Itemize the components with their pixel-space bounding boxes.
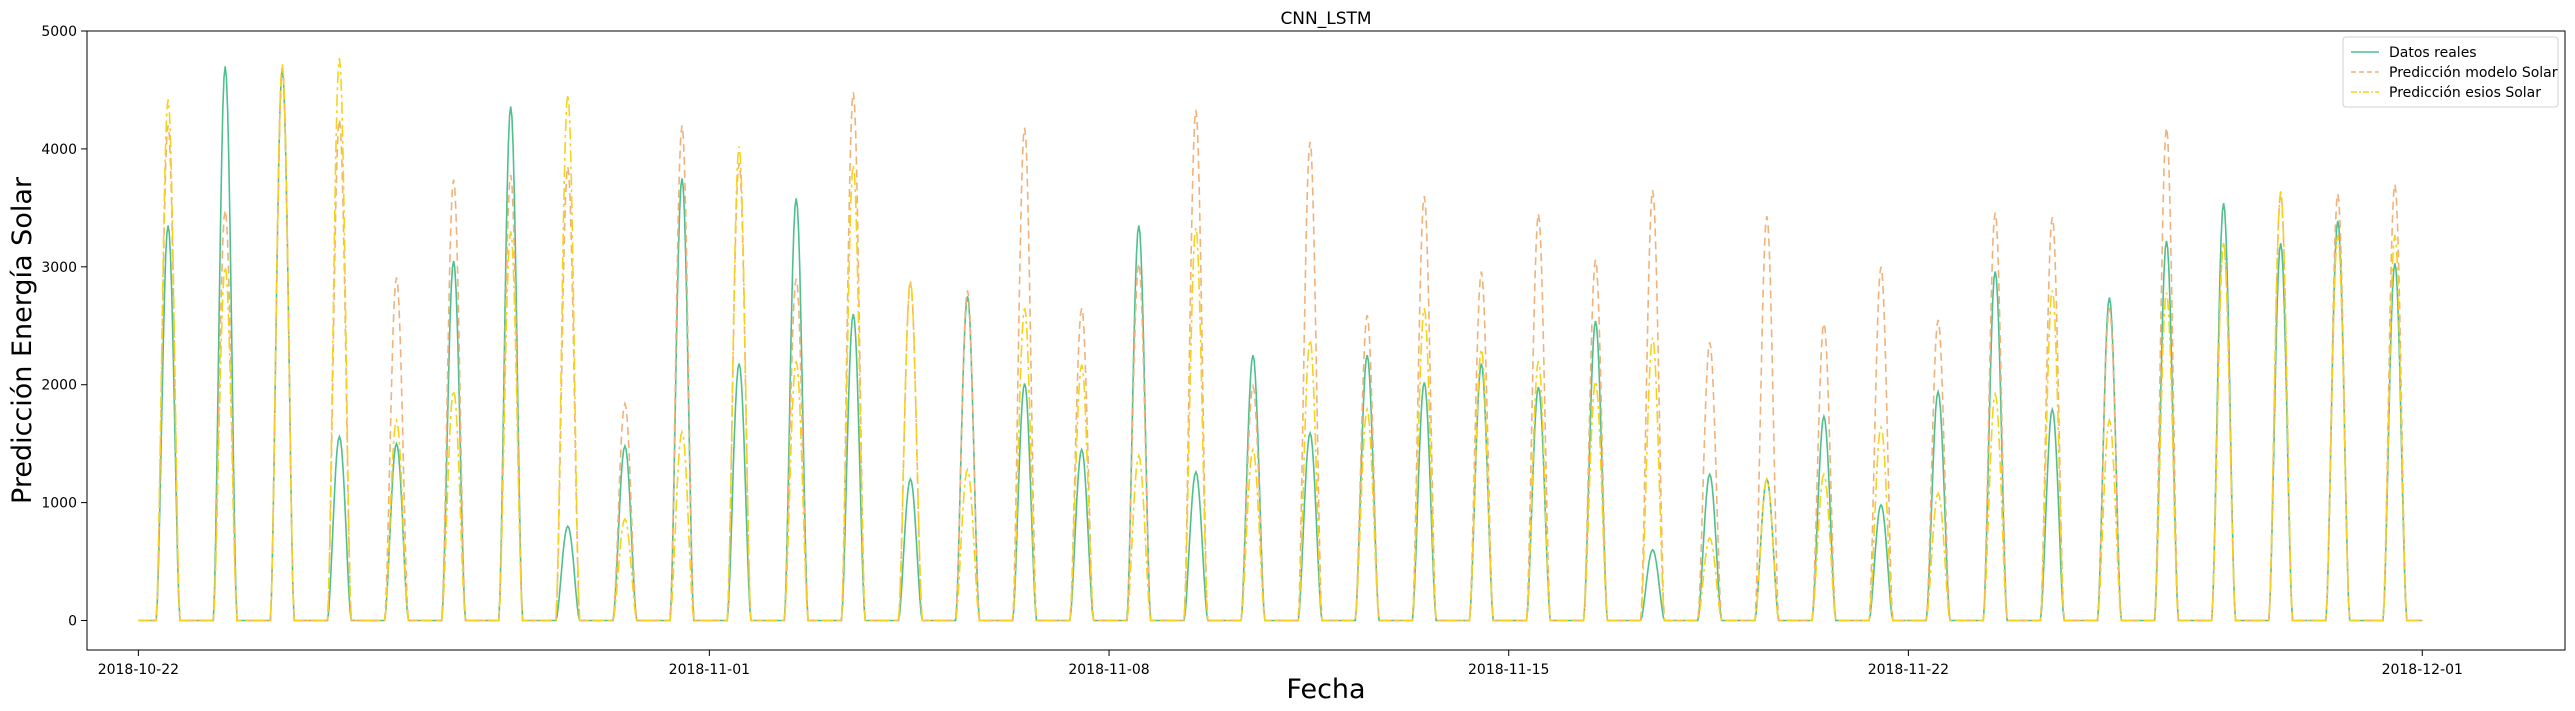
- x-tick-label: 2018-11-01: [669, 662, 750, 678]
- legend-box: [2342, 36, 2559, 108]
- x-tick-label: 2018-11-15: [1468, 662, 1549, 678]
- x-axis-label: Fecha: [1286, 674, 1365, 705]
- x-tick-label: 2018-10-22: [98, 662, 179, 678]
- y-tick-label: 5000: [41, 24, 77, 40]
- legend-label: Predicción modelo Solar: [2389, 65, 2558, 81]
- x-axis: 2018-10-22 2018-11-01 2018-11-08 2018-11-15…: [98, 650, 2463, 678]
- series-line: [138, 68, 2423, 622]
- y-tick-label: 4000: [41, 142, 77, 158]
- y-tick-label: 3000: [41, 260, 77, 276]
- legend: Datos reales Predicción modelo Solar Predi…: [2342, 36, 2559, 108]
- plot-area: [138, 58, 2423, 622]
- x-tick-label: 2018-11-22: [1868, 662, 1949, 678]
- series-line: [138, 58, 2423, 622]
- series-line: [138, 66, 2423, 622]
- x-tick-label: 2018-12-01: [2382, 662, 2463, 678]
- y-axis: 0 1000 2000 3000 4000 5000: [41, 24, 87, 630]
- y-tick-label: 2000: [41, 378, 77, 394]
- plot-frame: [86, 30, 2566, 651]
- legend-label: Datos reales: [2389, 45, 2477, 61]
- chart-title: CNN_LSTM: [1280, 9, 1371, 29]
- legend-label: Predicción esios Solar: [2389, 85, 2541, 101]
- y-axis-label: Predicción Energía Solar: [7, 176, 38, 504]
- y-tick-label: 1000: [41, 496, 77, 512]
- x-tick-label: 2018-11-08: [1068, 662, 1149, 678]
- y-tick-label: 0: [68, 614, 77, 630]
